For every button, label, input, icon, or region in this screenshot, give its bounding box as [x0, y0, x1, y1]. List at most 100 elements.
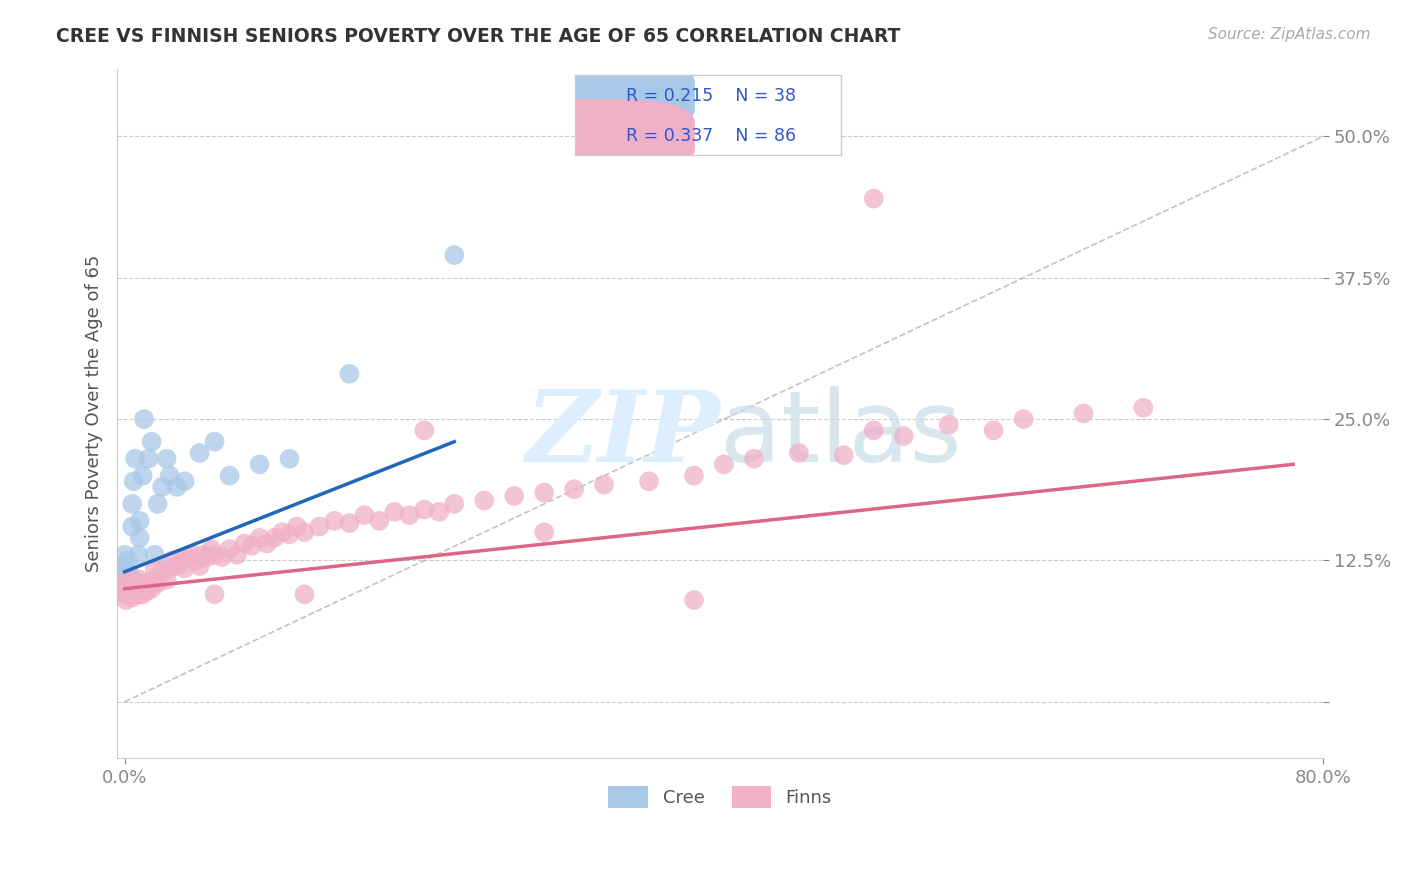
Point — [128, 573, 150, 587]
Point — [141, 582, 163, 596]
Point — [166, 480, 188, 494]
Point — [115, 565, 138, 579]
Point — [121, 591, 143, 605]
Point — [114, 559, 136, 574]
Point — [114, 548, 136, 562]
Point — [862, 192, 884, 206]
Point — [294, 525, 316, 540]
Point — [1012, 412, 1035, 426]
Point — [150, 565, 173, 579]
Point — [204, 548, 226, 562]
Point — [166, 559, 188, 574]
Point — [159, 468, 181, 483]
Point — [638, 475, 661, 489]
Text: CREE VS FINNISH SENIORS POVERTY OVER THE AGE OF 65 CORRELATION CHART: CREE VS FINNISH SENIORS POVERTY OVER THE… — [56, 27, 901, 45]
Point — [204, 434, 226, 449]
Point — [256, 536, 278, 550]
Point — [134, 412, 156, 426]
Point — [121, 519, 143, 533]
Point — [285, 519, 308, 533]
Point — [1132, 401, 1154, 415]
Point — [443, 497, 465, 511]
Point — [181, 548, 204, 562]
Point — [1073, 406, 1095, 420]
Point — [156, 451, 179, 466]
Point — [683, 593, 706, 607]
Point — [562, 482, 585, 496]
Point — [893, 429, 915, 443]
Point — [204, 587, 226, 601]
Point — [323, 514, 346, 528]
Point — [146, 576, 169, 591]
Point — [128, 531, 150, 545]
Point — [118, 573, 141, 587]
Legend: Cree, Finns: Cree, Finns — [602, 779, 839, 815]
Point — [832, 448, 855, 462]
Point — [233, 536, 256, 550]
Point — [125, 576, 148, 591]
Point — [427, 505, 450, 519]
Point — [278, 451, 301, 466]
Point — [114, 587, 136, 601]
Text: atlas: atlas — [720, 385, 962, 483]
Point — [129, 582, 152, 596]
Point — [218, 468, 240, 483]
Point — [143, 573, 166, 587]
Point — [136, 584, 159, 599]
Point — [271, 525, 294, 540]
Point — [128, 587, 150, 601]
Point — [117, 587, 139, 601]
Point — [118, 579, 141, 593]
Point — [162, 553, 184, 567]
Point — [382, 505, 405, 519]
Point — [159, 561, 181, 575]
Point — [413, 502, 436, 516]
Point — [503, 489, 526, 503]
Point — [226, 548, 249, 562]
Point — [127, 548, 149, 562]
Point — [124, 587, 146, 601]
Point — [353, 508, 375, 523]
Point — [278, 527, 301, 541]
Point — [136, 576, 159, 591]
Point — [339, 516, 361, 530]
Text: ZIP: ZIP — [526, 386, 720, 483]
Point — [135, 582, 157, 596]
Point — [294, 587, 316, 601]
Point — [413, 424, 436, 438]
Point — [115, 582, 138, 596]
Point — [176, 549, 198, 564]
Point — [131, 468, 153, 483]
Point — [195, 549, 218, 564]
Point — [938, 417, 960, 432]
Point — [443, 248, 465, 262]
Point — [533, 525, 555, 540]
Point — [125, 576, 148, 591]
Point — [713, 458, 735, 472]
Point — [114, 565, 136, 579]
Point — [115, 576, 138, 591]
Point — [122, 582, 145, 596]
Point — [121, 497, 143, 511]
Point — [131, 587, 153, 601]
Point — [188, 446, 211, 460]
Point — [787, 446, 810, 460]
Point — [138, 451, 160, 466]
Point — [683, 468, 706, 483]
Point — [339, 367, 361, 381]
Point — [143, 561, 166, 575]
Point — [156, 573, 179, 587]
Point — [150, 480, 173, 494]
Point — [115, 593, 138, 607]
Point — [141, 434, 163, 449]
Point — [117, 553, 139, 567]
Point — [117, 573, 139, 587]
Point — [134, 576, 156, 591]
Y-axis label: Seniors Poverty Over the Age of 65: Seniors Poverty Over the Age of 65 — [86, 255, 103, 572]
Point — [240, 539, 263, 553]
Point — [143, 548, 166, 562]
Point — [533, 485, 555, 500]
Point — [146, 497, 169, 511]
Point — [114, 570, 136, 584]
Point — [124, 451, 146, 466]
